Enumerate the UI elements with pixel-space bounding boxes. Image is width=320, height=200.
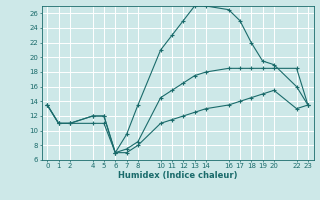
X-axis label: Humidex (Indice chaleur): Humidex (Indice chaleur)	[118, 171, 237, 180]
